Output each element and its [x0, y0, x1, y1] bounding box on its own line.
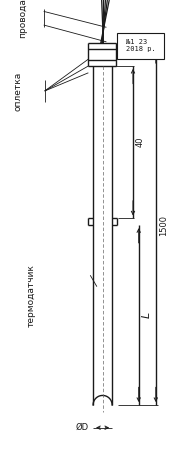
Text: оплетка: оплетка [13, 71, 23, 111]
Text: №1 23
2018 р.: №1 23 2018 р. [126, 40, 155, 52]
Text: 40: 40 [136, 137, 145, 147]
Text: провода: провода [18, 0, 27, 38]
Text: 1500: 1500 [159, 215, 168, 236]
Text: ØD: ØD [75, 423, 88, 432]
Text: термодатчик: термодатчик [27, 264, 36, 327]
Text: L: L [142, 312, 152, 318]
Bar [117, 33, 164, 59]
